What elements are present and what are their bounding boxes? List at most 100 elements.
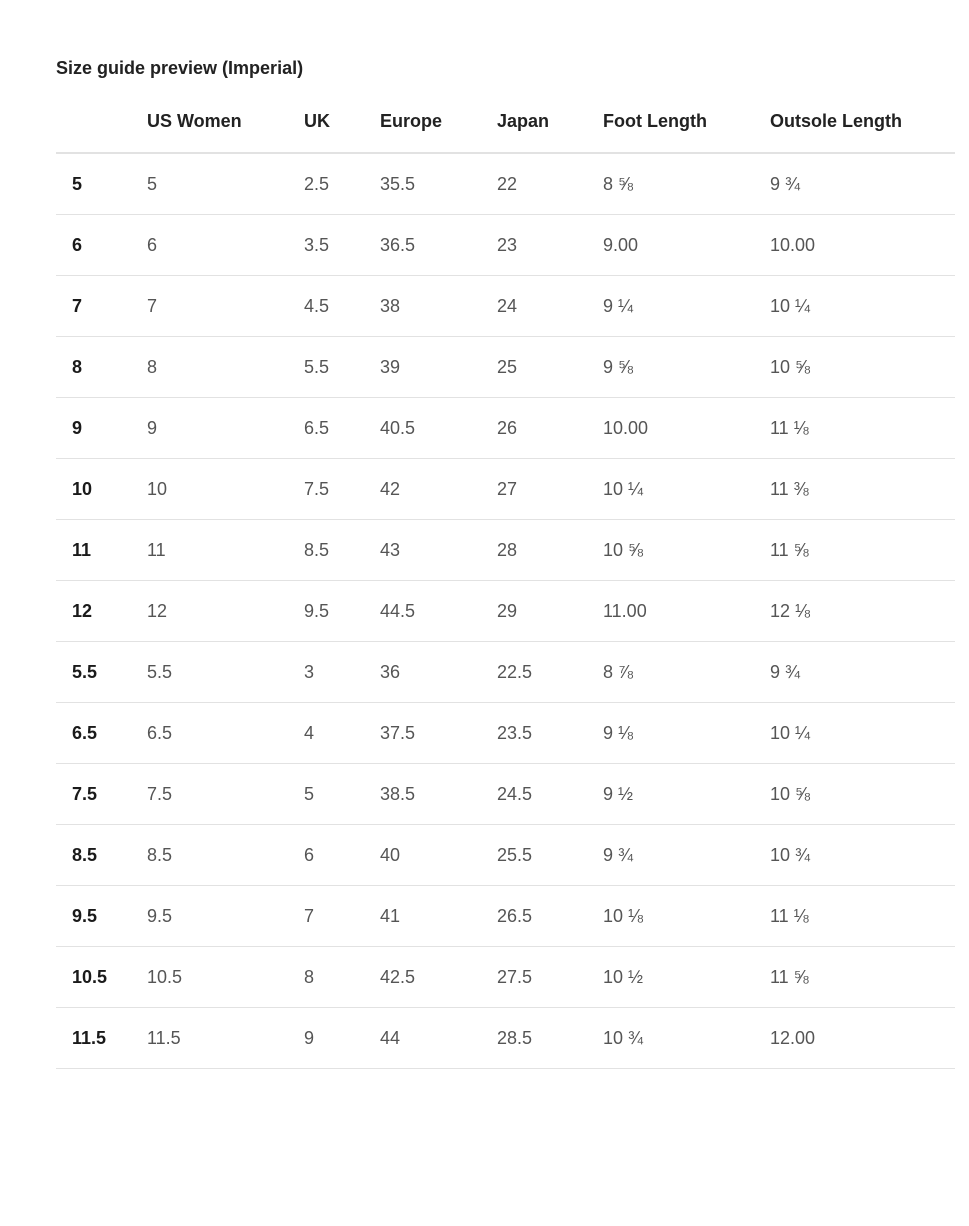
table-cell: 22.5 bbox=[497, 641, 603, 703]
table-cell: 11.00 bbox=[603, 580, 770, 642]
table-header-row: US Women UK Europe Japan Foot Length Outsole … bbox=[56, 90, 955, 154]
table-cell: 38 bbox=[380, 275, 497, 337]
table-cell: 11.5 bbox=[147, 1007, 304, 1069]
table-cell: 42.5 bbox=[380, 946, 497, 1008]
table-cell: 22 bbox=[497, 153, 603, 215]
table-row: 11 11 8.5 43 28 10 ⅝ 11 ⅝ bbox=[56, 519, 955, 581]
table-row: 8 8 5.5 39 25 9 ⅝ 10 ⅝ bbox=[56, 336, 955, 398]
table-row: 9 9 6.5 40.5 26 10.00 11 ⅛ bbox=[56, 397, 955, 459]
table-cell: 6 bbox=[304, 824, 380, 886]
table-cell: 10 ⅝ bbox=[770, 763, 955, 825]
table-row: 12 12 9.5 44.5 29 11.00 12 ⅛ bbox=[56, 580, 955, 642]
column-header: Foot Length bbox=[603, 90, 770, 154]
table-row: 8.5 8.5 6 40 25.5 9 ¾ 10 ¾ bbox=[56, 824, 955, 886]
table-cell: 5.5 bbox=[304, 336, 380, 398]
table-cell: 11 ⅝ bbox=[770, 519, 955, 581]
row-header-size: 10.5 bbox=[56, 946, 147, 1008]
table-cell: 38.5 bbox=[380, 763, 497, 825]
row-header-size: 8.5 bbox=[56, 824, 147, 886]
table-row: 11.5 11.5 9 44 28.5 10 ¾ 12.00 bbox=[56, 1007, 955, 1069]
table-cell: 9 bbox=[304, 1007, 380, 1069]
table-cell: 24.5 bbox=[497, 763, 603, 825]
table-cell: 12.00 bbox=[770, 1007, 955, 1069]
table-cell: 10 ¾ bbox=[603, 1007, 770, 1069]
table-cell: 9 ⅛ bbox=[603, 702, 770, 764]
table-cell: 4 bbox=[304, 702, 380, 764]
table-cell: 8.5 bbox=[304, 519, 380, 581]
table-cell: 9 ¾ bbox=[770, 153, 955, 215]
table-cell: 9 bbox=[147, 397, 304, 459]
table-cell: 5.5 bbox=[147, 641, 304, 703]
row-header-size: 8 bbox=[56, 336, 147, 398]
table-cell: 40 bbox=[380, 824, 497, 886]
table-cell: 10 ¼ bbox=[770, 702, 955, 764]
table-cell: 7 bbox=[147, 275, 304, 337]
row-header-size: 9 bbox=[56, 397, 147, 459]
table-cell: 27 bbox=[497, 458, 603, 520]
table-cell: 9.5 bbox=[147, 885, 304, 947]
table-cell: 10.00 bbox=[770, 214, 955, 276]
table-cell: 5 bbox=[304, 763, 380, 825]
row-header-size: 9.5 bbox=[56, 885, 147, 947]
table-cell: 5 bbox=[147, 153, 304, 215]
column-header: US Women bbox=[147, 90, 304, 154]
table-cell: 36.5 bbox=[380, 214, 497, 276]
table-cell: 9 ¾ bbox=[603, 824, 770, 886]
table-cell: 10 ⅛ bbox=[603, 885, 770, 947]
row-header-size: 10 bbox=[56, 458, 147, 520]
table-cell: 44.5 bbox=[380, 580, 497, 642]
table-row: 10.5 10.5 8 42.5 27.5 10 ½ 11 ⅝ bbox=[56, 946, 955, 1008]
column-header: UK bbox=[304, 90, 380, 154]
table-cell: 10 ½ bbox=[603, 946, 770, 1008]
table-cell: 10 ¾ bbox=[770, 824, 955, 886]
row-header-size: 7 bbox=[56, 275, 147, 337]
table-cell: 41 bbox=[380, 885, 497, 947]
table-row: 6.5 6.5 4 37.5 23.5 9 ⅛ 10 ¼ bbox=[56, 702, 955, 764]
table-cell: 9 ¼ bbox=[603, 275, 770, 337]
row-header-size: 6.5 bbox=[56, 702, 147, 764]
table-cell: 26 bbox=[497, 397, 603, 459]
table-cell: 6.5 bbox=[147, 702, 304, 764]
row-header-size: 11.5 bbox=[56, 1007, 147, 1069]
table-cell: 27.5 bbox=[497, 946, 603, 1008]
table-cell: 3 bbox=[304, 641, 380, 703]
column-header: Japan bbox=[497, 90, 603, 154]
table-cell: 6 bbox=[147, 214, 304, 276]
table-cell: 10 ⅝ bbox=[770, 336, 955, 398]
table-cell: 23 bbox=[497, 214, 603, 276]
table-row: 7.5 7.5 5 38.5 24.5 9 ½ 10 ⅝ bbox=[56, 763, 955, 825]
table-row: 6 6 3.5 36.5 23 9.00 10.00 bbox=[56, 214, 955, 276]
table-cell: 12 ⅛ bbox=[770, 580, 955, 642]
table-cell: 10.5 bbox=[147, 946, 304, 1008]
row-header-size: 12 bbox=[56, 580, 147, 642]
table-cell: 10.00 bbox=[603, 397, 770, 459]
table-cell: 8 bbox=[304, 946, 380, 1008]
table-cell: 8 bbox=[147, 336, 304, 398]
table-cell: 25.5 bbox=[497, 824, 603, 886]
row-header-size: 11 bbox=[56, 519, 147, 581]
table-cell: 44 bbox=[380, 1007, 497, 1069]
table-cell: 11 ⅛ bbox=[770, 885, 955, 947]
table-cell: 43 bbox=[380, 519, 497, 581]
table-cell: 4.5 bbox=[304, 275, 380, 337]
table-cell: 42 bbox=[380, 458, 497, 520]
table-cell: 7 bbox=[304, 885, 380, 947]
page-title: Size guide preview (Imperial) bbox=[56, 58, 304, 78]
row-header-size: 5 bbox=[56, 153, 147, 215]
table-cell: 10 bbox=[147, 458, 304, 520]
table-cell: 29 bbox=[497, 580, 603, 642]
column-header: Outsole Length bbox=[770, 90, 955, 154]
table-cell: 39 bbox=[380, 336, 497, 398]
table-row: 10 10 7.5 42 27 10 ¼ 11 ⅜ bbox=[56, 458, 955, 520]
table-cell: 28 bbox=[497, 519, 603, 581]
table-cell: 25 bbox=[497, 336, 603, 398]
table-cell: 8.5 bbox=[147, 824, 304, 886]
row-header-size: 5.5 bbox=[56, 641, 147, 703]
table-cell: 35.5 bbox=[380, 153, 497, 215]
table-cell: 40.5 bbox=[380, 397, 497, 459]
table-cell: 10 ¼ bbox=[603, 458, 770, 520]
table-cell: 24 bbox=[497, 275, 603, 337]
table-cell: 9 ⅝ bbox=[603, 336, 770, 398]
